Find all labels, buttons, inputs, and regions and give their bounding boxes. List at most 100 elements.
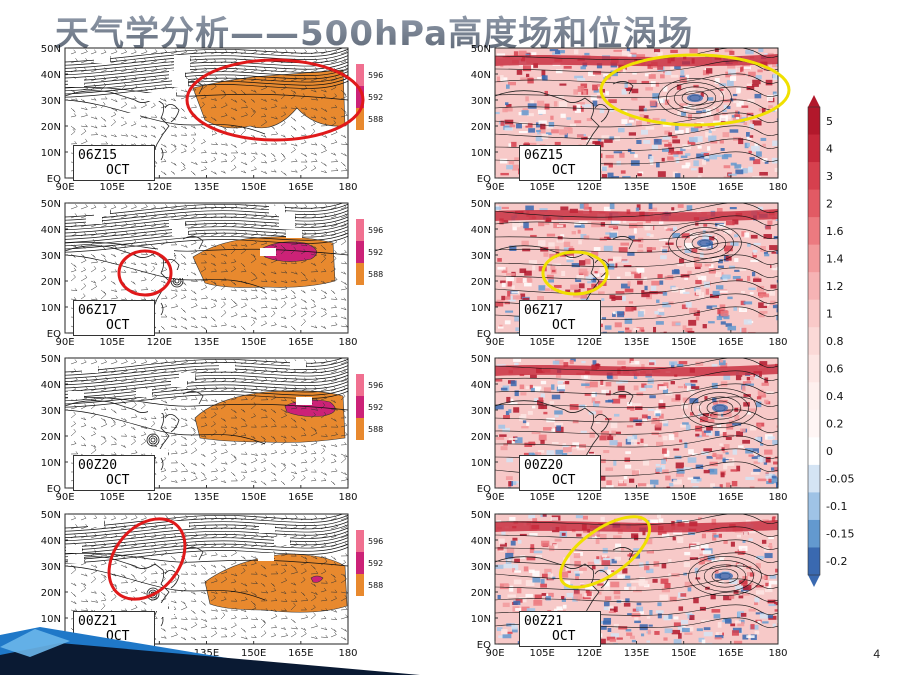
- lon-tick-label: 150E: [671, 337, 696, 348]
- lon-tick-label: 180: [768, 182, 787, 193]
- lat-tick-label: 20N: [41, 277, 61, 288]
- lon-tick-label: 120E: [147, 337, 172, 348]
- colorbar-label: 3: [826, 170, 833, 183]
- lat-tick-label: EQ: [47, 329, 61, 340]
- colorbar-label: -0.2: [826, 555, 847, 568]
- lon-tick-label: 120E: [577, 337, 602, 348]
- lat-tick-label: 50N: [41, 510, 61, 521]
- date-month: OCT: [552, 163, 576, 178]
- lon-tick-label: 120E: [147, 492, 172, 503]
- colorbar-label: 0.4: [826, 390, 844, 403]
- lat-tick-label: 50N: [471, 510, 491, 521]
- slide-decoration: [0, 627, 420, 675]
- colorbar-segment: [808, 272, 820, 301]
- vortex-streamline: [683, 388, 757, 428]
- lat-tick-label: 40N: [471, 536, 491, 547]
- date-time: 00Z21: [78, 614, 118, 629]
- lon-tick-label: 150E: [241, 337, 266, 348]
- lat-axis: 50N 40N 30N 20N 10N EQ: [471, 510, 498, 651]
- legend-label: 588: [368, 425, 383, 434]
- lat-axis: 50N 40N 30N 20N 10N EQ: [41, 354, 68, 495]
- vortex-streamline: [666, 82, 724, 114]
- date-time: 06Z17: [524, 303, 564, 318]
- lat-tick-label: 50N: [471, 44, 491, 55]
- date-time: 00Z21: [524, 614, 564, 629]
- height-map-panel: 56056855257658457658457658459659258850N4…: [41, 510, 388, 660]
- vortex-streamline: [676, 227, 734, 259]
- pv-colorbar: 5 4 3 2 1.6 1.4 1.2 1 0.8 0.6 0.4 0.2 0 -0.05 -0.1 -0.1…: [807, 95, 854, 587]
- vortex-streamline: [691, 392, 749, 424]
- colorbar-segment: [808, 327, 820, 356]
- lon-tick-label: 165E: [718, 182, 743, 193]
- lon-tick-label: 180: [768, 337, 787, 348]
- legend-label: 588: [368, 581, 383, 590]
- lon-tick-label: 105E: [529, 182, 554, 193]
- highlight-circle: [117, 249, 173, 297]
- lat-tick-label: 20N: [471, 432, 491, 443]
- colorbar-segment: [808, 354, 820, 383]
- colorbar-segment: [808, 107, 820, 136]
- typhoon-contour: [148, 435, 158, 445]
- colorbar-label: 1.4: [826, 252, 844, 265]
- lon-tick-label: 180: [338, 492, 357, 503]
- colorbar-label: 0.2: [826, 418, 844, 431]
- date-label: 00Z20 OCT: [73, 455, 155, 491]
- date-label: 06Z17 OCT: [73, 300, 155, 336]
- lon-tick-label: 135E: [624, 182, 649, 193]
- height-legend: 596 592 588: [356, 219, 383, 285]
- vortex-streamline: [698, 396, 742, 420]
- colorbar-label: 2: [826, 197, 833, 210]
- lat-tick-label: EQ: [477, 329, 491, 340]
- lon-tick-label: 120E: [147, 182, 172, 193]
- vortex-streamline: [688, 556, 762, 596]
- lon-tick-label: 135E: [624, 648, 649, 659]
- lat-tick-label: 30N: [41, 96, 61, 107]
- height-legend: 596 592 588: [356, 374, 383, 440]
- lat-tick-label: 40N: [41, 380, 61, 391]
- highlight-circle: [558, 515, 652, 589]
- lat-tick-label: 20N: [41, 432, 61, 443]
- lat-tick-label: 40N: [41, 536, 61, 547]
- vortex-streamline: [691, 235, 719, 251]
- colorbar-label: 1.6: [826, 225, 844, 238]
- lon-axis: 90E 105E 120E 135E 150E 165E 180: [485, 641, 788, 659]
- lat-tick-label: EQ: [47, 174, 61, 185]
- lon-axis: 90E 105E 120E 135E 150E 165E 180: [485, 330, 788, 348]
- height-map-panel: 5605685685765605765845925925845845965925…: [41, 199, 388, 349]
- lon-tick-label: 105E: [99, 492, 124, 503]
- colorbar-label: 1: [826, 307, 833, 320]
- lon-tick-label: 150E: [241, 648, 266, 659]
- date-label: 06Z17 OCT: [519, 300, 601, 336]
- lat-tick-label: 30N: [41, 562, 61, 573]
- highlight-circle: [599, 53, 791, 127]
- lon-tick-label: 165E: [288, 492, 313, 503]
- lon-tick-label: 150E: [671, 182, 696, 193]
- colorbar-segment: [808, 464, 820, 493]
- legend-label: 588: [368, 270, 383, 279]
- lat-tick-label: EQ: [47, 484, 61, 495]
- lat-tick-label: 10N: [41, 458, 61, 469]
- vortex-streamline: [711, 568, 739, 584]
- lat-tick-label: 30N: [471, 562, 491, 573]
- lat-tick-label: 10N: [471, 614, 491, 625]
- colorbar-segment: [808, 492, 820, 521]
- date-month: OCT: [552, 318, 576, 333]
- lat-tick-label: 30N: [41, 251, 61, 262]
- lon-tick-label: 180: [338, 182, 357, 193]
- lon-tick-label: 120E: [577, 182, 602, 193]
- lat-tick-label: 30N: [41, 406, 61, 417]
- lon-axis: 90E 105E 120E 135E 150E 165E 180: [55, 485, 358, 503]
- highlight-circle: [541, 250, 609, 296]
- typhoon-contour: [146, 433, 160, 447]
- lat-tick-label: 20N: [471, 277, 491, 288]
- colorbar-segment: [808, 162, 820, 191]
- legend-label: 596: [368, 381, 383, 390]
- colorbar-segment: [808, 134, 820, 163]
- lon-tick-label: 165E: [288, 182, 313, 193]
- lon-tick-label: 165E: [718, 492, 743, 503]
- lon-tick-label: 90E: [485, 337, 504, 348]
- colorbar-label: -0.05: [826, 473, 854, 486]
- lon-tick-label: 150E: [671, 492, 696, 503]
- lat-tick-label: 10N: [471, 303, 491, 314]
- high-pressure-core: [310, 575, 324, 583]
